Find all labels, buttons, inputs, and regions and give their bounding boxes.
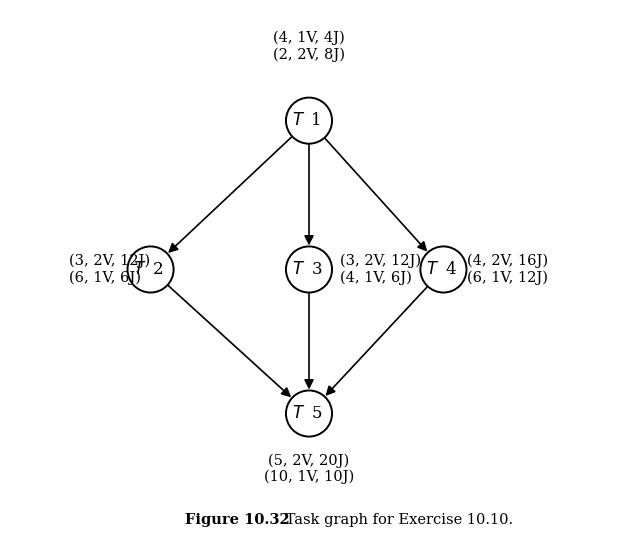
Circle shape [286,390,332,437]
Text: Figure 10.32: Figure 10.32 [185,513,290,527]
Text: (4, 2V, 16J)
(6, 1V, 12J): (4, 2V, 16J) (6, 1V, 12J) [467,254,549,285]
Text: 1: 1 [311,112,322,129]
Text: (3, 2V, 12J)
(6, 1V, 6J): (3, 2V, 12J) (6, 1V, 6J) [69,254,150,285]
Text: 4: 4 [446,261,457,278]
Text: $\mathit{T}$: $\mathit{T}$ [292,405,305,422]
Text: 3: 3 [311,261,322,278]
Circle shape [420,246,467,293]
Text: $\mathit{T}$: $\mathit{T}$ [133,261,146,278]
Text: (3, 2V, 12J)
(4, 1V, 6J): (3, 2V, 12J) (4, 1V, 6J) [341,254,421,285]
Circle shape [127,246,174,293]
Text: 5: 5 [311,405,322,422]
Text: Task graph for Exercise 10.10.: Task graph for Exercise 10.10. [281,513,514,527]
Text: 2: 2 [153,261,164,278]
Text: $\mathit{T}$: $\mathit{T}$ [426,261,439,278]
Text: (5, 2V, 20J)
(10, 1V, 10J): (5, 2V, 20J) (10, 1V, 10J) [264,453,354,484]
Circle shape [286,246,332,293]
Text: $\mathit{T}$: $\mathit{T}$ [292,112,305,129]
Circle shape [286,98,332,144]
Text: (4, 1V, 4J)
(2, 2V, 8J): (4, 1V, 4J) (2, 2V, 8J) [273,31,345,62]
Text: $\mathit{T}$: $\mathit{T}$ [292,261,305,278]
